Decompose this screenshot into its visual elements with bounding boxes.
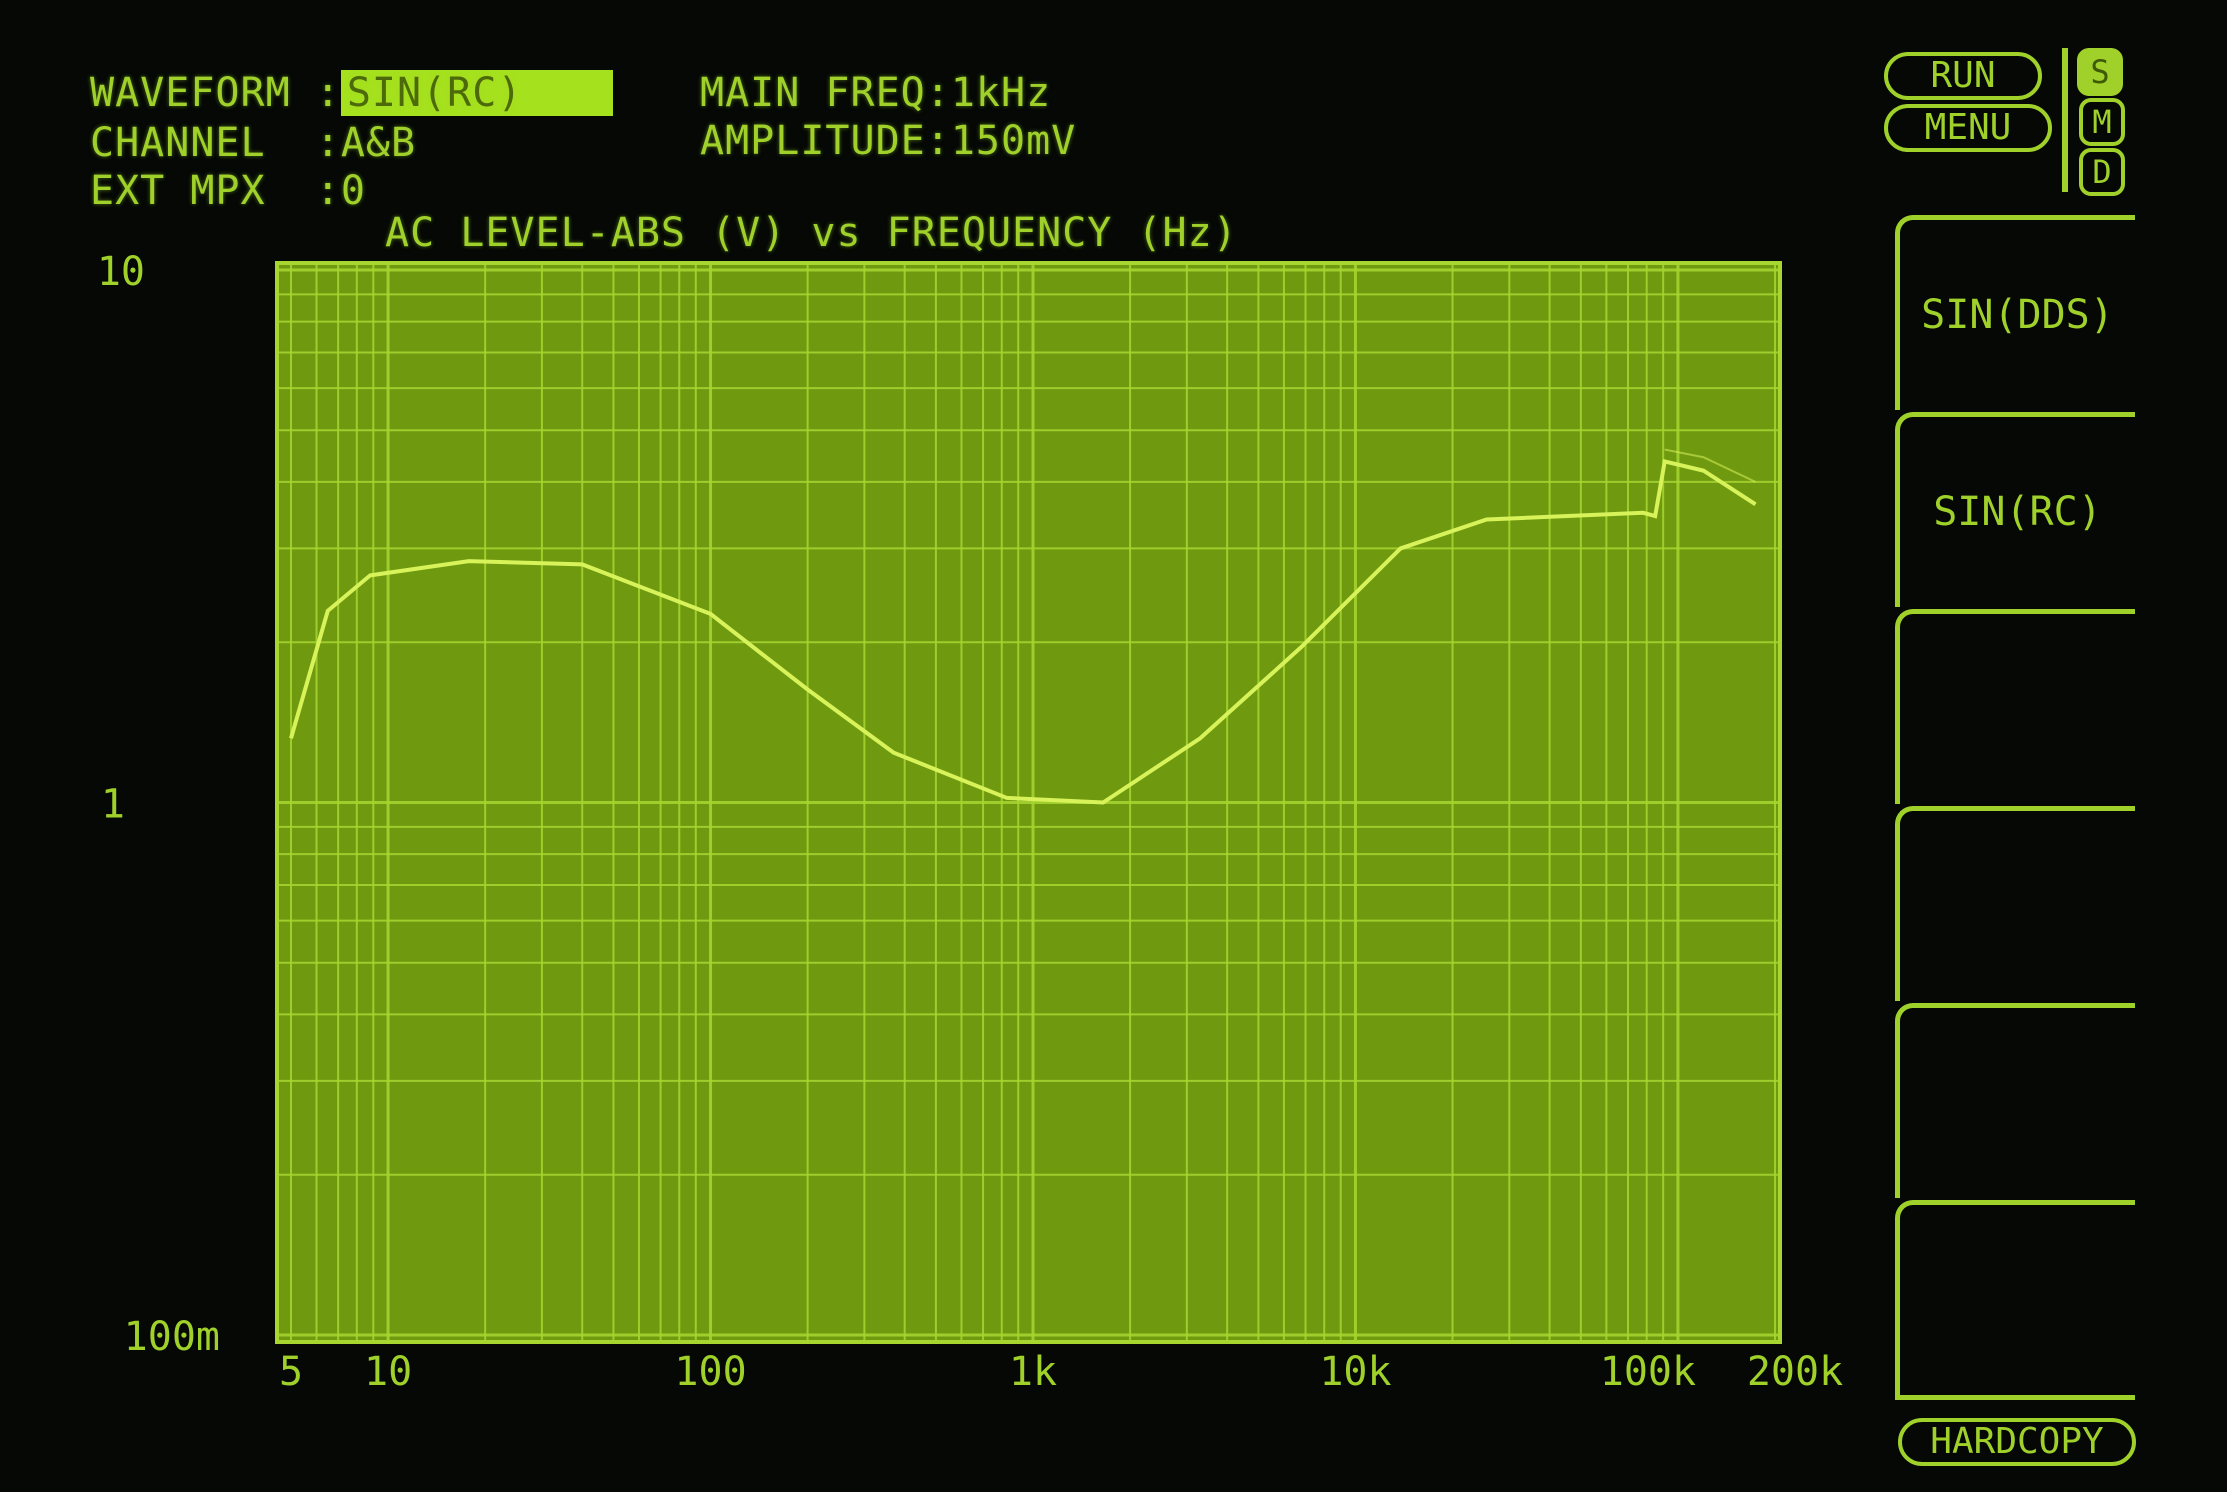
chart-title: AC LEVEL-ABS (V) vs FREQUENCY (Hz) <box>385 210 1238 256</box>
trace-1 <box>289 459 1757 805</box>
x-tick-label: 5 <box>279 1349 303 1395</box>
y-tick-label: 1 <box>101 782 125 828</box>
x-tick-label: 1k <box>1009 1349 1057 1395</box>
channel-value: A&B <box>340 120 417 166</box>
mode-m-badge: M <box>2079 98 2125 146</box>
softkey-6[interactable] <box>1895 1200 2135 1400</box>
waveform-label: WAVEFORM : <box>90 70 341 116</box>
x-tick-label: 100 <box>674 1349 746 1395</box>
amplitude: AMPLITUDE:150mV <box>700 118 1077 164</box>
x-tick-label: 10 <box>364 1349 412 1395</box>
softkey-5[interactable] <box>1895 1003 2135 1198</box>
y-tick-label: 10 <box>97 249 145 295</box>
x-tick-label: 200k <box>1747 1349 1843 1395</box>
menu-indicator: MENU <box>1884 104 2052 152</box>
hardcopy-button[interactable]: HARDCOPY <box>1898 1418 2136 1466</box>
plot-border <box>275 261 1782 1344</box>
mode-d-badge: D <box>2079 148 2125 196</box>
softkey-2[interactable]: SIN(RC) <box>1895 412 2135 607</box>
run-indicator: RUN <box>1884 52 2042 100</box>
softkey-4[interactable] <box>1895 806 2135 1001</box>
channel-row: CHANNEL :A&B <box>90 120 416 166</box>
x-tick-label: 10k <box>1319 1349 1391 1395</box>
traces <box>289 448 1757 805</box>
tick-labels: 5 10 100 1k 10k 100k 200k 10 1 100m <box>97 249 1843 1395</box>
trace-2 <box>1664 448 1756 483</box>
extmpx-row: EXT MPX :0 <box>90 168 366 214</box>
main-freq: MAIN FREQ:1kHz <box>700 70 1052 116</box>
mode-s-badge: S <box>2077 48 2123 96</box>
waveform-value[interactable]: SIN(RC) <box>340 70 613 116</box>
waveform-row: WAVEFORM : SIN(RC) <box>90 70 613 116</box>
grid <box>275 261 1782 1344</box>
softkey-3[interactable] <box>1895 609 2135 804</box>
y-tick-label: 100m <box>124 1314 220 1360</box>
channel-label: CHANNEL : <box>90 120 341 166</box>
extmpx-value: 0 <box>340 168 366 214</box>
x-tick-label: 100k <box>1600 1349 1696 1395</box>
divider <box>2062 48 2068 192</box>
extmpx-label: EXT MPX : <box>90 168 341 214</box>
softkey-1[interactable]: SIN(DDS) <box>1895 215 2135 410</box>
